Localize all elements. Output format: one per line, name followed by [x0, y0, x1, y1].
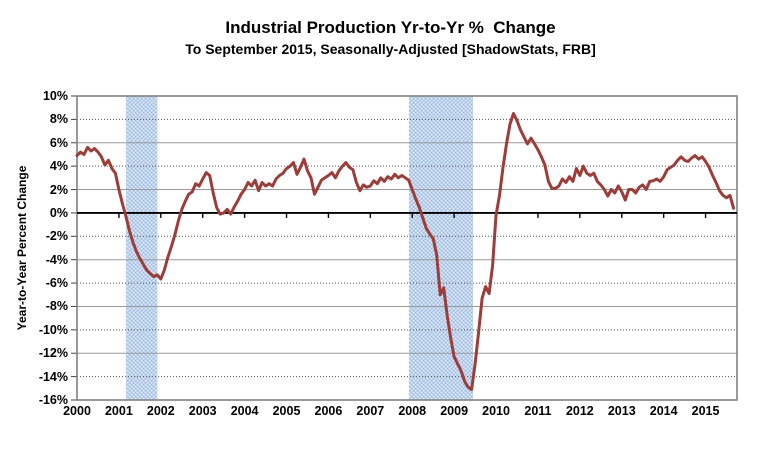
y-tick-label: 0% [49, 205, 68, 220]
x-tick-label: 2001 [104, 404, 133, 418]
recession-band [126, 96, 158, 400]
x-tick-label: 2011 [524, 404, 552, 418]
x-tick-label: 2003 [188, 404, 217, 418]
x-tick-label: 2009 [440, 404, 469, 418]
x-tick-label: 2006 [314, 404, 343, 418]
chart-subtitle: To September 2015, Seasonally-Adjusted [… [185, 41, 596, 57]
x-tick-label: 2013 [607, 404, 636, 418]
x-tick-label: 2004 [230, 404, 259, 418]
y-tick-label: -2% [45, 229, 68, 244]
x-tick-label: 2000 [63, 404, 91, 418]
y-tick-label: 10% [42, 89, 68, 103]
y-tick-label: 4% [49, 159, 68, 174]
y-tick-label: -4% [45, 252, 68, 267]
y-tick-label: -16% [38, 393, 68, 407]
y-tick-label: 2% [49, 182, 68, 197]
x-tick-label: 2012 [565, 404, 594, 418]
x-tick-label: 2007 [356, 404, 385, 418]
x-tick-label: 2014 [649, 404, 678, 418]
recession-band [408, 96, 473, 400]
x-tick-label: 2015 [691, 404, 720, 418]
x-tick-label: 2002 [146, 404, 175, 418]
y-tick-label: -8% [45, 299, 68, 314]
x-tick-label: 2008 [398, 404, 427, 418]
x-tick-label: 2005 [272, 404, 301, 418]
plot-border [76, 95, 738, 401]
y-tick-label: -12% [38, 346, 68, 361]
y-tick-label: 8% [49, 112, 68, 127]
series-line [75, 112, 735, 391]
y-tick-label: -6% [45, 276, 68, 291]
y-tick-label: -14% [38, 369, 68, 384]
y-tick-label: 6% [49, 135, 68, 150]
plot-area [71, 95, 738, 401]
chart-title: Industrial Production Yr-to-Yr % Change [225, 18, 556, 37]
y-axis-title: Year-to-Year Percent Change [15, 165, 29, 331]
x-tick-label: 2010 [482, 404, 510, 418]
y-tick-label: -10% [38, 322, 68, 337]
